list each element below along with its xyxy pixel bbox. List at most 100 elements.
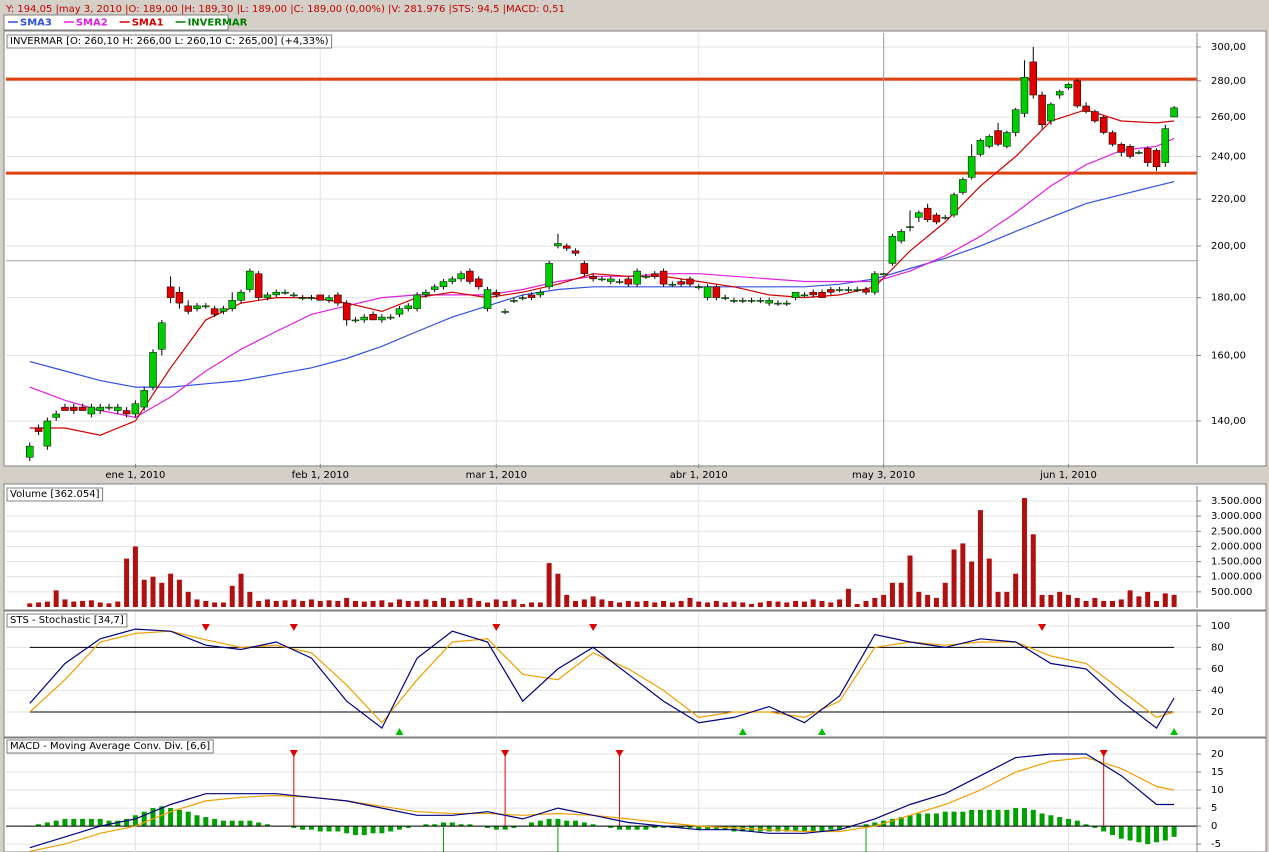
panel-title-box: [6, 613, 128, 628]
y-tick-label: 240,00: [1211, 151, 1246, 162]
candle-body: [52, 413, 60, 418]
stochastic-line: [29, 628, 1175, 730]
volume-bar: [1118, 599, 1124, 607]
candle-body: [668, 283, 677, 286]
volume-bar: [617, 602, 623, 607]
macd-bar: [1083, 824, 1089, 827]
candle-body: [871, 273, 879, 293]
volume-bar: [71, 601, 77, 607]
candle-body: [316, 294, 325, 301]
y-tick-label: 200,00: [1211, 241, 1246, 252]
macd-bar: [1013, 808, 1019, 827]
candle-body: [43, 420, 52, 447]
volume-bar: [520, 603, 526, 607]
candle-body: [439, 281, 448, 288]
volume-bar: [801, 601, 807, 607]
macd-bar: [863, 824, 869, 827]
volume-bar: [124, 558, 130, 607]
sell-signal: [289, 624, 298, 631]
volume-bar: [405, 600, 411, 607]
volume-bar: [898, 582, 904, 607]
macd-bar: [185, 811, 191, 827]
candle-body: [492, 291, 501, 296]
y-tick-label: 180,00: [1211, 293, 1246, 304]
candle-body: [791, 291, 800, 298]
macd-bar: [775, 826, 781, 832]
candle-body: [360, 316, 369, 321]
volume-bar: [581, 599, 587, 607]
macd-bar: [801, 826, 807, 832]
volume-bar: [335, 600, 341, 607]
x-tick-label: jun 1, 2010: [1039, 470, 1097, 481]
macd-bar: [564, 820, 570, 827]
volume-bar: [590, 596, 596, 607]
macd-bar: [212, 818, 218, 827]
macd-bar: [555, 818, 561, 827]
candle-body: [1099, 116, 1108, 133]
macd-bar: [1127, 826, 1133, 841]
macd-bar: [1065, 818, 1071, 827]
candle-body: [422, 291, 430, 296]
volume-bar: [696, 601, 702, 607]
macd-bar: [960, 811, 966, 827]
candle-body: [1143, 148, 1152, 163]
macd-bar: [1145, 826, 1151, 845]
volume-bar: [282, 600, 288, 607]
volume-bar: [379, 600, 385, 607]
candle-body: [175, 291, 184, 304]
macd-bar: [529, 822, 535, 827]
volume-bar: [344, 597, 350, 607]
candle-body: [149, 352, 157, 388]
buy-signal: [395, 728, 404, 735]
candle-body: [483, 289, 492, 309]
candle-body: [818, 291, 826, 298]
candle-body: [554, 243, 562, 247]
volume-bar: [168, 573, 174, 607]
volume-bar: [713, 600, 719, 607]
y-tick-label: 1.000.000: [1211, 572, 1262, 583]
volume-bar: [256, 600, 262, 607]
volume-bar: [159, 582, 165, 607]
macd-bar: [573, 820, 579, 827]
volume-bar: [775, 601, 781, 607]
volume-bar: [749, 603, 755, 607]
macd-bar: [925, 813, 931, 827]
candle-body: [166, 286, 175, 298]
macd-bar: [995, 809, 1001, 827]
volume-bar: [854, 603, 860, 607]
macd-bar: [1039, 813, 1045, 827]
candle-body: [527, 294, 536, 298]
candle-body: [598, 278, 606, 281]
status-bar: Y: 194,05 |may 3, 2010 |O: 189,00 |H: 18…: [5, 4, 565, 15]
candle-body: [290, 294, 298, 297]
volume-bar: [819, 600, 825, 607]
macd-bar: [819, 826, 825, 832]
macd-bar: [625, 826, 631, 830]
volume-bar: [1136, 596, 1142, 607]
candle-body: [254, 273, 263, 298]
volume-bar: [27, 603, 33, 607]
candle-body: [959, 179, 967, 193]
buy-signal: [818, 728, 827, 735]
volume-bar: [687, 597, 693, 607]
sma-line: [29, 181, 1175, 388]
candle-body: [633, 270, 641, 285]
y-tick-label: 3.500.000: [1211, 496, 1262, 507]
macd-bar: [951, 811, 957, 827]
y-tick-label: 160,00: [1211, 350, 1246, 361]
macd-line: [29, 753, 1175, 849]
panel-title-box: [6, 34, 333, 49]
macd-bar: [124, 818, 130, 827]
candle-body: [1064, 84, 1073, 89]
volume-bar: [969, 561, 975, 607]
candle-body: [298, 297, 307, 299]
volume-bar: [176, 579, 182, 607]
legend-label: SMA1: [132, 18, 164, 29]
sell-signal: [589, 624, 598, 631]
candle-body: [518, 297, 527, 299]
volume-bar: [493, 599, 499, 607]
macd-bar: [898, 817, 904, 827]
candle-body: [395, 308, 404, 315]
y-tick-label: 2.500.000: [1211, 526, 1262, 537]
volume-bar: [449, 600, 455, 607]
